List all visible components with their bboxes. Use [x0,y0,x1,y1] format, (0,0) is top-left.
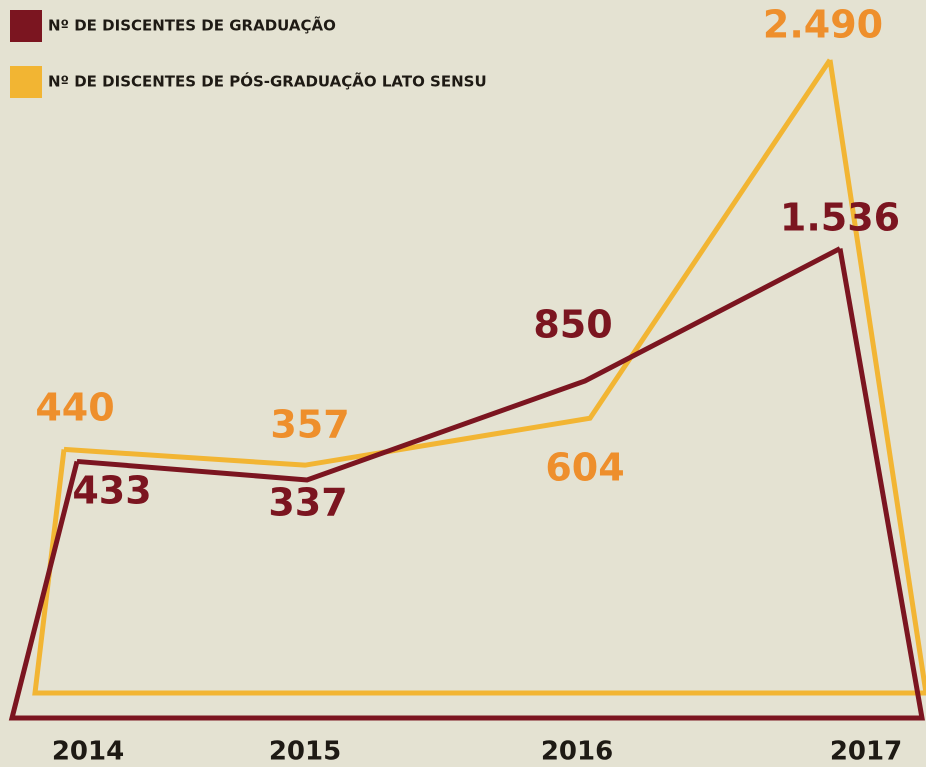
legend-label: Nº DE DISCENTES DE PÓS-GRADUAÇÃO LATO SE… [48,72,487,91]
value-label: 357 [270,403,349,447]
x-tick-label: 2016 [541,737,613,767]
series-line [76,246,842,483]
series-line [63,58,833,468]
value-label: 337 [268,481,347,525]
series-frame [8,248,925,721]
value-label: 2.490 [763,3,883,47]
value-label: 440 [35,386,114,430]
legend-swatch [10,66,42,98]
value-label: 850 [533,303,612,347]
legend-label: Nº DE DISCENTES DE GRADUAÇÃO [48,16,336,35]
x-tick-label: 2017 [830,737,902,767]
value-label: 1.536 [780,196,900,240]
legend-swatch [10,10,42,42]
x-tick-label: 2015 [269,737,341,767]
x-tick-label: 2014 [52,737,124,767]
value-label: 604 [545,446,624,490]
value-label: 433 [72,469,151,513]
